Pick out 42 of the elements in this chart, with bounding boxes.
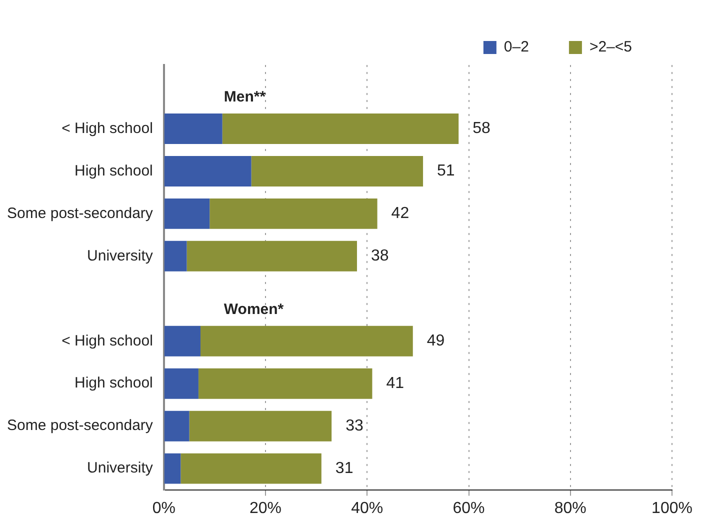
x-tick-label: 0% [152, 500, 176, 517]
bar [164, 198, 210, 229]
bar [164, 326, 200, 356]
total-label: 58 [472, 120, 490, 138]
bar [164, 453, 181, 484]
y-tick-label: Some post-secondary [7, 204, 154, 222]
y-tick-label: < High school [62, 120, 153, 137]
x-tick-label: 20% [250, 500, 282, 517]
bar [186, 240, 357, 272]
bar [180, 453, 322, 484]
bar [164, 156, 252, 186]
y-tick-label: University [87, 460, 154, 477]
bar [210, 198, 378, 229]
bar [164, 113, 222, 144]
annotation: Men** [224, 88, 266, 106]
y-tick-label: University [87, 247, 154, 264]
x-tick-label: 80% [554, 500, 586, 517]
legend-label: 0–2 [504, 38, 529, 56]
y-tick-label: < High school [62, 332, 153, 350]
bar [251, 156, 424, 186]
y-tick-label: Some post-secondary [7, 417, 154, 434]
bar [164, 410, 190, 442]
x-tick-label: 100% [652, 500, 692, 517]
total-label: 41 [386, 375, 404, 392]
bar [164, 368, 198, 399]
bar [164, 240, 187, 272]
bar [200, 326, 413, 356]
total-label: 49 [426, 332, 445, 350]
bar [198, 368, 372, 399]
total-label: 51 [437, 162, 455, 180]
y-tick-label: High school [74, 162, 153, 180]
y-tick-label: High school [74, 374, 153, 392]
x-tick-label: 40% [351, 500, 384, 517]
total-label: 31 [335, 460, 354, 477]
legend-label: >2–<5 [589, 38, 632, 56]
total-label: 42 [391, 205, 410, 222]
total-label: 38 [370, 248, 389, 265]
x-tick-label: 60% [452, 500, 485, 517]
bar [189, 410, 332, 442]
bar [222, 113, 459, 144]
total-label: 33 [346, 417, 364, 434]
annotation: Women* [224, 300, 284, 318]
